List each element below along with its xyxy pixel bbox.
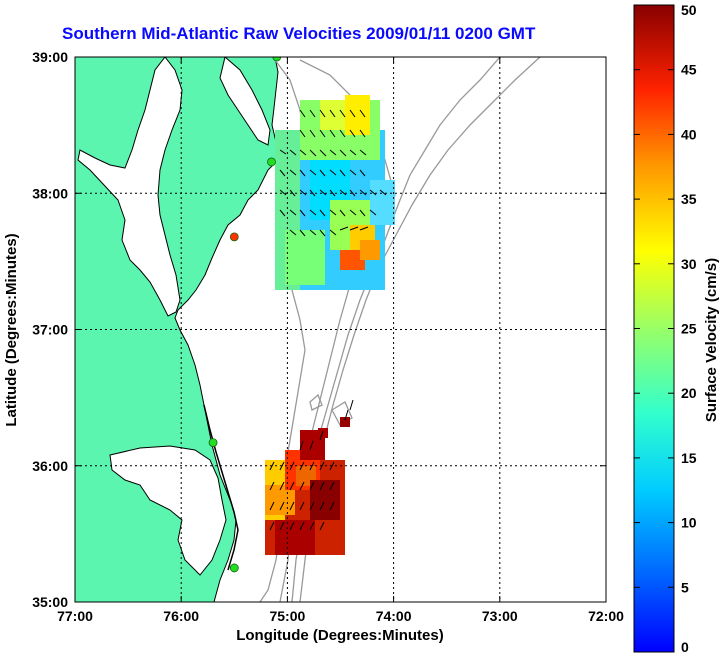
y-axis-ticks: 39:00 38:00 37:00 36:00 35:00 <box>32 49 606 610</box>
chesapeake-bay <box>77 57 183 317</box>
pamlico-sound <box>109 445 227 576</box>
colorbar-tick-label: 20 <box>681 385 697 401</box>
radar-station-marker <box>229 232 239 242</box>
y-tick-label: 36:00 <box>32 458 68 474</box>
colorbar-tick-label: 35 <box>681 191 697 207</box>
barrier-islands <box>203 404 239 571</box>
colorbar-tick-label: 25 <box>681 321 697 337</box>
x-axis-label: Longitude (Degrees:Minutes) <box>236 627 444 644</box>
colorbar-tick-label: 10 <box>681 515 697 531</box>
y-tick-label: 38:00 <box>32 185 68 201</box>
x-tick-label: 73:00 <box>482 608 518 624</box>
grid-lines <box>75 57 606 602</box>
y-axis-label: Latitude (Degrees:Minutes) <box>3 233 20 426</box>
y-tick-label: 35:00 <box>32 594 68 610</box>
map-plot-area <box>75 57 606 602</box>
radar-station-marker <box>272 57 282 62</box>
x-tick-label: 72:00 <box>588 608 624 624</box>
y-tick-label: 39:00 <box>32 49 68 65</box>
x-axis-ticks: 77:00 76:00 75:00 74:00 73:00 72:00 <box>57 57 624 624</box>
radar-station-marker <box>229 563 239 573</box>
radar-stations <box>208 57 282 573</box>
x-tick-label: 76:00 <box>163 608 199 624</box>
colorbar-tick-label: 15 <box>681 450 697 466</box>
x-tick-label: 77:00 <box>57 608 93 624</box>
y-tick-label: 37:00 <box>32 322 68 338</box>
colorbar-tick-label: 5 <box>681 579 689 595</box>
map-title: Southern Mid-Atlantic Raw Velocities 200… <box>62 24 536 43</box>
velocity-field-south <box>265 399 354 555</box>
colorbar-tick-label: 30 <box>681 256 697 272</box>
radar-station-marker <box>208 438 218 447</box>
delaware-bay <box>219 57 271 146</box>
colorbar-tick-label: 0 <box>681 639 689 655</box>
radar-station-marker <box>267 157 276 167</box>
colorbar-label: Surface Velocity (cm/s) <box>703 258 720 422</box>
x-tick-label: 74:00 <box>376 608 412 624</box>
colorbar-tick-label: 50 <box>681 2 697 18</box>
velocity-field-north <box>275 95 395 290</box>
colorbar-tick-label: 40 <box>681 126 697 142</box>
x-tick-label: 75:00 <box>269 608 305 624</box>
colorbar <box>633 4 675 653</box>
colorbar-tick-label: 45 <box>681 62 697 78</box>
